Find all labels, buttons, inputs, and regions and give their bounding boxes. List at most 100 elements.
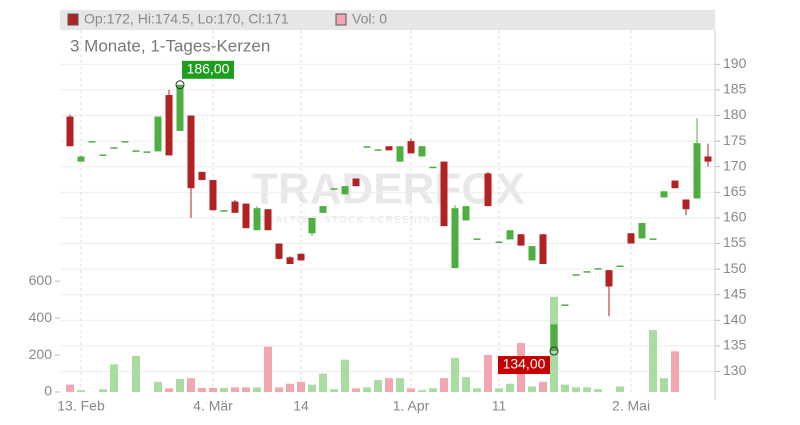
candle-body <box>209 180 217 211</box>
volume-bar <box>385 378 393 392</box>
candle-body <box>330 188 338 190</box>
legend-candle-swatch <box>67 13 79 26</box>
candle-body <box>396 146 404 162</box>
volume-bar <box>187 378 195 392</box>
candle-body <box>462 206 470 221</box>
candle-body <box>517 234 525 246</box>
volume-bar <box>539 381 547 392</box>
candle-body <box>264 209 272 231</box>
volume-bar <box>297 381 305 392</box>
candle-body <box>660 191 668 198</box>
candle-body <box>286 257 294 264</box>
watermark: TRADERFOX <box>251 165 525 214</box>
candle-body <box>176 84 184 131</box>
legend-volume-swatch <box>335 13 347 26</box>
volume-bar <box>473 388 481 392</box>
candle-body <box>363 146 371 148</box>
volume-bar <box>374 379 382 392</box>
volume-bar <box>495 388 503 392</box>
volume-bar <box>660 378 668 392</box>
volume-bar <box>451 357 459 392</box>
candle-body <box>440 161 448 227</box>
candle-body <box>528 246 536 261</box>
candle-body <box>484 173 492 207</box>
y-tick-label: 165 <box>723 183 747 199</box>
x-tick-label: 13. Feb <box>57 398 105 414</box>
y-tick-label: 150 <box>723 260 747 276</box>
y-tick-label: 160 <box>723 209 747 225</box>
candle-body <box>572 274 580 276</box>
candle-body <box>495 241 503 243</box>
candle-body <box>99 154 107 156</box>
y-tick-label: 190 <box>723 55 747 71</box>
candle-body <box>297 253 305 261</box>
candle-body <box>627 233 635 244</box>
volume-bar <box>506 383 514 392</box>
y2-tick-label: 200 <box>29 346 53 362</box>
candle-body <box>418 146 426 157</box>
candle-body <box>506 230 514 240</box>
candle-body <box>242 203 250 229</box>
candle-body <box>231 201 239 213</box>
high-marker <box>175 80 185 90</box>
candle-body <box>616 265 624 268</box>
candle-body <box>275 243 283 259</box>
high-label: 186,00 <box>187 61 230 77</box>
candle-body <box>451 208 459 269</box>
x-tick-label: 2. Mai <box>612 398 650 414</box>
candle-body <box>693 143 701 199</box>
candle-body <box>110 147 118 149</box>
low-label: 134,00 <box>503 356 546 372</box>
volume-bar <box>616 386 624 392</box>
y2-tick-label: 600 <box>29 272 53 288</box>
candle-body <box>187 115 195 189</box>
volume-bar <box>264 346 272 392</box>
volume-bar <box>242 387 250 392</box>
volume-bar <box>418 390 426 392</box>
volume-bar <box>110 364 118 392</box>
candle-body <box>253 208 261 231</box>
volume-bar <box>396 378 404 392</box>
volume-bar <box>407 388 415 392</box>
x-tick-label: 11 <box>492 398 507 414</box>
volume-bar <box>132 355 140 392</box>
candle-body <box>605 270 613 287</box>
volume-bar <box>649 330 657 392</box>
volume-bar <box>594 389 602 392</box>
candle-body <box>154 116 162 152</box>
volume-bar <box>308 384 316 392</box>
candle-body <box>341 186 349 195</box>
volume-bar <box>671 351 679 392</box>
candle-body <box>671 180 679 189</box>
y-tick-label: 140 <box>723 311 747 327</box>
volume-bar <box>209 387 217 392</box>
candle-body <box>66 116 74 147</box>
candle-body <box>198 171 206 181</box>
candle-body <box>352 178 360 187</box>
y2-tick-label: 0 <box>44 383 52 399</box>
watermark-sub: REALTIME STOCK SCREENING <box>259 214 441 224</box>
candle-body <box>583 271 591 273</box>
candle-body <box>407 141 415 154</box>
volume-bar <box>462 377 470 392</box>
volume-bar <box>77 390 85 392</box>
candle-body <box>143 151 151 153</box>
y-tick-label: 155 <box>723 234 747 250</box>
volume-bar <box>429 388 437 392</box>
x-tick-label: 4. Mär <box>193 398 233 414</box>
volume-bar <box>66 384 74 392</box>
volume-bar <box>440 378 448 392</box>
volume-bar <box>330 389 338 392</box>
subtitle: 3 Monate, 1-Tages-Kerzen <box>70 36 270 55</box>
x-tick-label: 1. Apr <box>393 398 430 414</box>
candle-body <box>594 268 602 270</box>
low-marker <box>549 346 559 356</box>
candle-body <box>165 95 173 156</box>
y-tick-label: 175 <box>723 132 747 148</box>
candle-body <box>539 234 547 264</box>
volume-bar <box>220 387 228 392</box>
high-label-box <box>182 60 234 79</box>
volume-bar <box>528 386 536 392</box>
candle-body <box>220 210 228 212</box>
